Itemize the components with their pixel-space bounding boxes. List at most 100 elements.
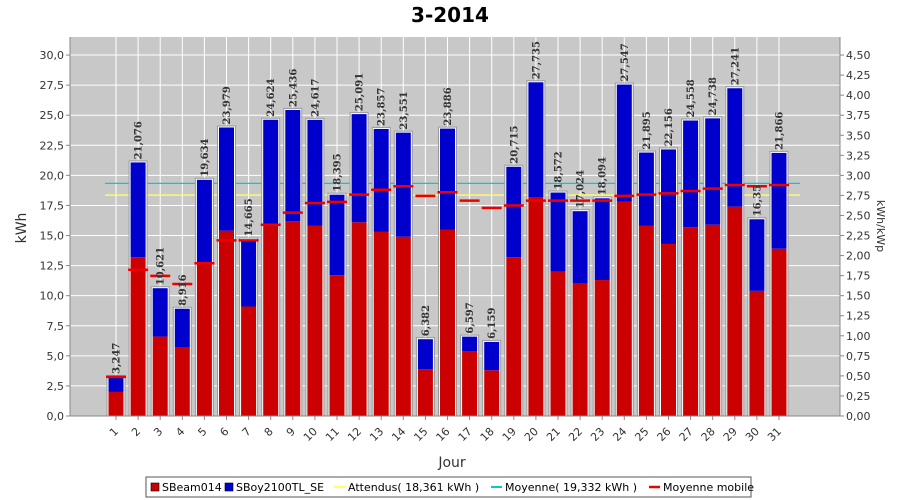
legend: SBeam014 SBoy2100TL_SE Attendus( 18,361 … bbox=[145, 476, 754, 498]
bar-sboy2100tl-se bbox=[727, 88, 743, 207]
bar-sboy2100tl-se bbox=[484, 341, 500, 371]
data-labels: 3,247 21,076 10,621 8,916 19,634 23,979 14,665… bbox=[112, 41, 786, 374]
bar-sboy2100tl-se bbox=[329, 194, 345, 276]
data-label: 17,024 bbox=[576, 170, 587, 208]
y-tick-label: 15,0 bbox=[40, 230, 65, 243]
moving-average bbox=[106, 183, 789, 379]
data-label: 18,572 bbox=[554, 151, 565, 189]
y-right-tick-label: 0,50 bbox=[846, 370, 871, 383]
data-label: 24,617 bbox=[310, 79, 321, 117]
data-label: 25,436 bbox=[288, 69, 299, 107]
x-tick-label: 3 bbox=[151, 425, 165, 439]
y-axis-label: kWh bbox=[14, 213, 30, 244]
y-tick-label: 2,5 bbox=[47, 380, 65, 393]
y-tick-label: 5,0 bbox=[47, 350, 65, 363]
x-tick-label: 12 bbox=[345, 425, 364, 444]
data-label: 24,558 bbox=[686, 79, 697, 117]
bar-sboy2100tl-se bbox=[351, 114, 367, 223]
data-label: 21,076 bbox=[134, 121, 145, 159]
x-tick-label: 22 bbox=[566, 425, 585, 444]
x-tick-label: 11 bbox=[323, 425, 342, 444]
bar-sboy2100tl-se bbox=[661, 149, 676, 244]
bars bbox=[106, 80, 789, 417]
bar-sbeam014 bbox=[594, 280, 610, 416]
x-tick-label: 7 bbox=[240, 425, 254, 439]
x-tick-label: 19 bbox=[500, 425, 519, 444]
bar-sboy2100tl-se bbox=[174, 308, 190, 348]
bar-sboy2100tl-se bbox=[241, 239, 257, 307]
bar-sboy2100tl-se bbox=[572, 211, 588, 284]
legend-label-sboy: SBoy2100TL_SE bbox=[236, 481, 324, 494]
data-label: 18,094 bbox=[598, 157, 609, 195]
data-label: 24,624 bbox=[266, 78, 277, 116]
data-label: 23,979 bbox=[222, 86, 233, 124]
bar-sbeam014 bbox=[395, 236, 411, 416]
x-tick-label: 27 bbox=[677, 425, 696, 444]
bar-sboy2100tl-se bbox=[440, 128, 455, 230]
bar-sbeam014 bbox=[771, 248, 787, 416]
bar-sbeam014 bbox=[528, 197, 544, 416]
bar-sboy2100tl-se bbox=[108, 376, 124, 392]
y-right-tick-label: 0,75 bbox=[846, 350, 871, 363]
bar-sboy2100tl-se bbox=[263, 119, 279, 226]
bar-sboy2100tl-se bbox=[749, 219, 765, 291]
x-tick-label: 17 bbox=[456, 425, 475, 444]
bar-sboy2100tl-se bbox=[683, 120, 699, 228]
y-tick-label: 20,0 bbox=[40, 169, 65, 182]
y-tick-label: 10,0 bbox=[40, 290, 65, 303]
legend-swatch-sbeam bbox=[150, 482, 160, 492]
y-tick-label: 12,5 bbox=[40, 260, 65, 273]
x-tick-label: 21 bbox=[544, 425, 563, 444]
x-tick-label: 2 bbox=[129, 425, 143, 439]
data-label: 20,715 bbox=[509, 125, 520, 163]
data-label: 21,895 bbox=[642, 111, 653, 149]
bar-sbeam014 bbox=[683, 227, 699, 416]
bar-sbeam014 bbox=[174, 347, 190, 416]
data-label: 23,886 bbox=[443, 87, 454, 125]
x-tick-label: 24 bbox=[610, 425, 629, 444]
bar-sbeam014 bbox=[462, 351, 478, 416]
data-label: 21,866 bbox=[775, 112, 786, 150]
y-tick-label: 22,5 bbox=[40, 139, 65, 152]
y-ticks-left: 0,0 2,5 5,0 7,5 10,0 12,5 15,0 17,5 20,0 22,5 25,0… bbox=[40, 49, 70, 423]
data-label: 18,395 bbox=[333, 153, 344, 191]
x-tick-label: 15 bbox=[411, 425, 430, 444]
bar-sbeam014 bbox=[152, 336, 168, 416]
x-ticks: 1 2 3 4 5 6 7 8 9 10 11 12 13 14 15 16 17 18 19 20 21 22 23 24 2… bbox=[107, 416, 784, 444]
data-label: 6,597 bbox=[465, 302, 476, 333]
bar-sbeam014 bbox=[506, 257, 522, 416]
y-right-tick-label: 4,50 bbox=[846, 49, 871, 62]
data-label: 16,35 bbox=[752, 185, 763, 216]
bar-sbeam014 bbox=[705, 224, 721, 416]
x-tick-label: 18 bbox=[478, 425, 497, 444]
x-tick-label: 28 bbox=[699, 425, 718, 444]
data-label: 6,159 bbox=[487, 308, 498, 339]
bar-sbeam014 bbox=[241, 306, 257, 416]
legend-swatch-sboy bbox=[224, 482, 234, 492]
bar-sbeam014 bbox=[329, 275, 345, 416]
data-label: 14,665 bbox=[244, 198, 255, 236]
x-tick-label: 4 bbox=[173, 425, 187, 439]
x-tick-label: 9 bbox=[284, 425, 298, 439]
bar-sbeam014 bbox=[130, 257, 146, 416]
x-tick-label: 13 bbox=[367, 425, 386, 444]
bar-sbeam014 bbox=[440, 229, 455, 416]
bar-sboy2100tl-se bbox=[550, 192, 566, 272]
legend-label-moyenne-mobile: Moyenne mobile bbox=[663, 481, 754, 494]
data-label: 23,857 bbox=[377, 88, 388, 126]
bar-sboy2100tl-se bbox=[130, 162, 146, 258]
y-ticks-right: 0,00 0,25 0,50 0,75 1,00 1,25 1,50 1,75 2,00 2,25… bbox=[840, 49, 871, 423]
bar-sboy2100tl-se bbox=[771, 152, 787, 249]
bar-sbeam014 bbox=[550, 271, 566, 416]
data-label: 19,634 bbox=[200, 138, 211, 176]
bar-sboy2100tl-se bbox=[395, 132, 411, 237]
x-tick-label: 25 bbox=[632, 425, 651, 444]
x-tick-label: 8 bbox=[262, 425, 276, 439]
bar-sboy2100tl-se bbox=[528, 82, 544, 198]
bar-sboy2100tl-se bbox=[196, 179, 212, 264]
bar-sbeam014 bbox=[219, 230, 234, 416]
y-right-tick-label: 1,00 bbox=[846, 330, 871, 343]
bar-sbeam014 bbox=[108, 391, 124, 416]
y-right-tick-label: 2,75 bbox=[846, 189, 871, 202]
